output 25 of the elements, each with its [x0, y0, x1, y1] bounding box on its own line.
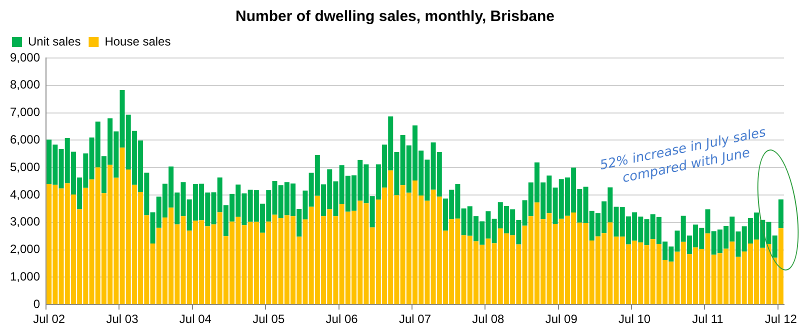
x-tick-label: Jul 09	[545, 312, 578, 326]
y-tick-label: 6,000	[10, 132, 40, 147]
x-tick-label: Jul 10	[618, 312, 651, 326]
y-tick-label: 1,000	[10, 270, 40, 284]
x-tick-label: Jul 02	[33, 312, 66, 326]
y-tick-label: 4,000	[10, 187, 40, 202]
x-tick-label: Jul 04	[179, 312, 212, 326]
y-tick-label: 2,000	[10, 242, 40, 256]
bar	[778, 199, 784, 228]
y-tick-label: 9,000	[10, 50, 40, 64]
x-tick-label: Jul 12	[764, 312, 798, 326]
x-tick-label: Jul 07	[398, 312, 432, 326]
y-tick-label: 0	[33, 296, 40, 311]
y-tick-label: 5,000	[10, 160, 40, 174]
legend-label: Unit sales	[28, 34, 81, 48]
y-tick-label: 3,000	[10, 214, 40, 229]
x-tick-label: Jul 11	[692, 312, 724, 326]
x-tick-label: Jul 06	[326, 312, 358, 326]
x-tick-label: Jul 05	[252, 312, 285, 326]
legend-label: House sales	[104, 34, 171, 48]
chart-title: Number of dwelling sales, monthly, Brisbane	[236, 8, 554, 26]
x-tick-label: Jul 08	[472, 312, 505, 326]
y-tick-label: 7,000	[10, 105, 40, 120]
x-tick-label: Jul 03	[106, 312, 139, 326]
y-tick-label: 8,000	[10, 78, 40, 92]
